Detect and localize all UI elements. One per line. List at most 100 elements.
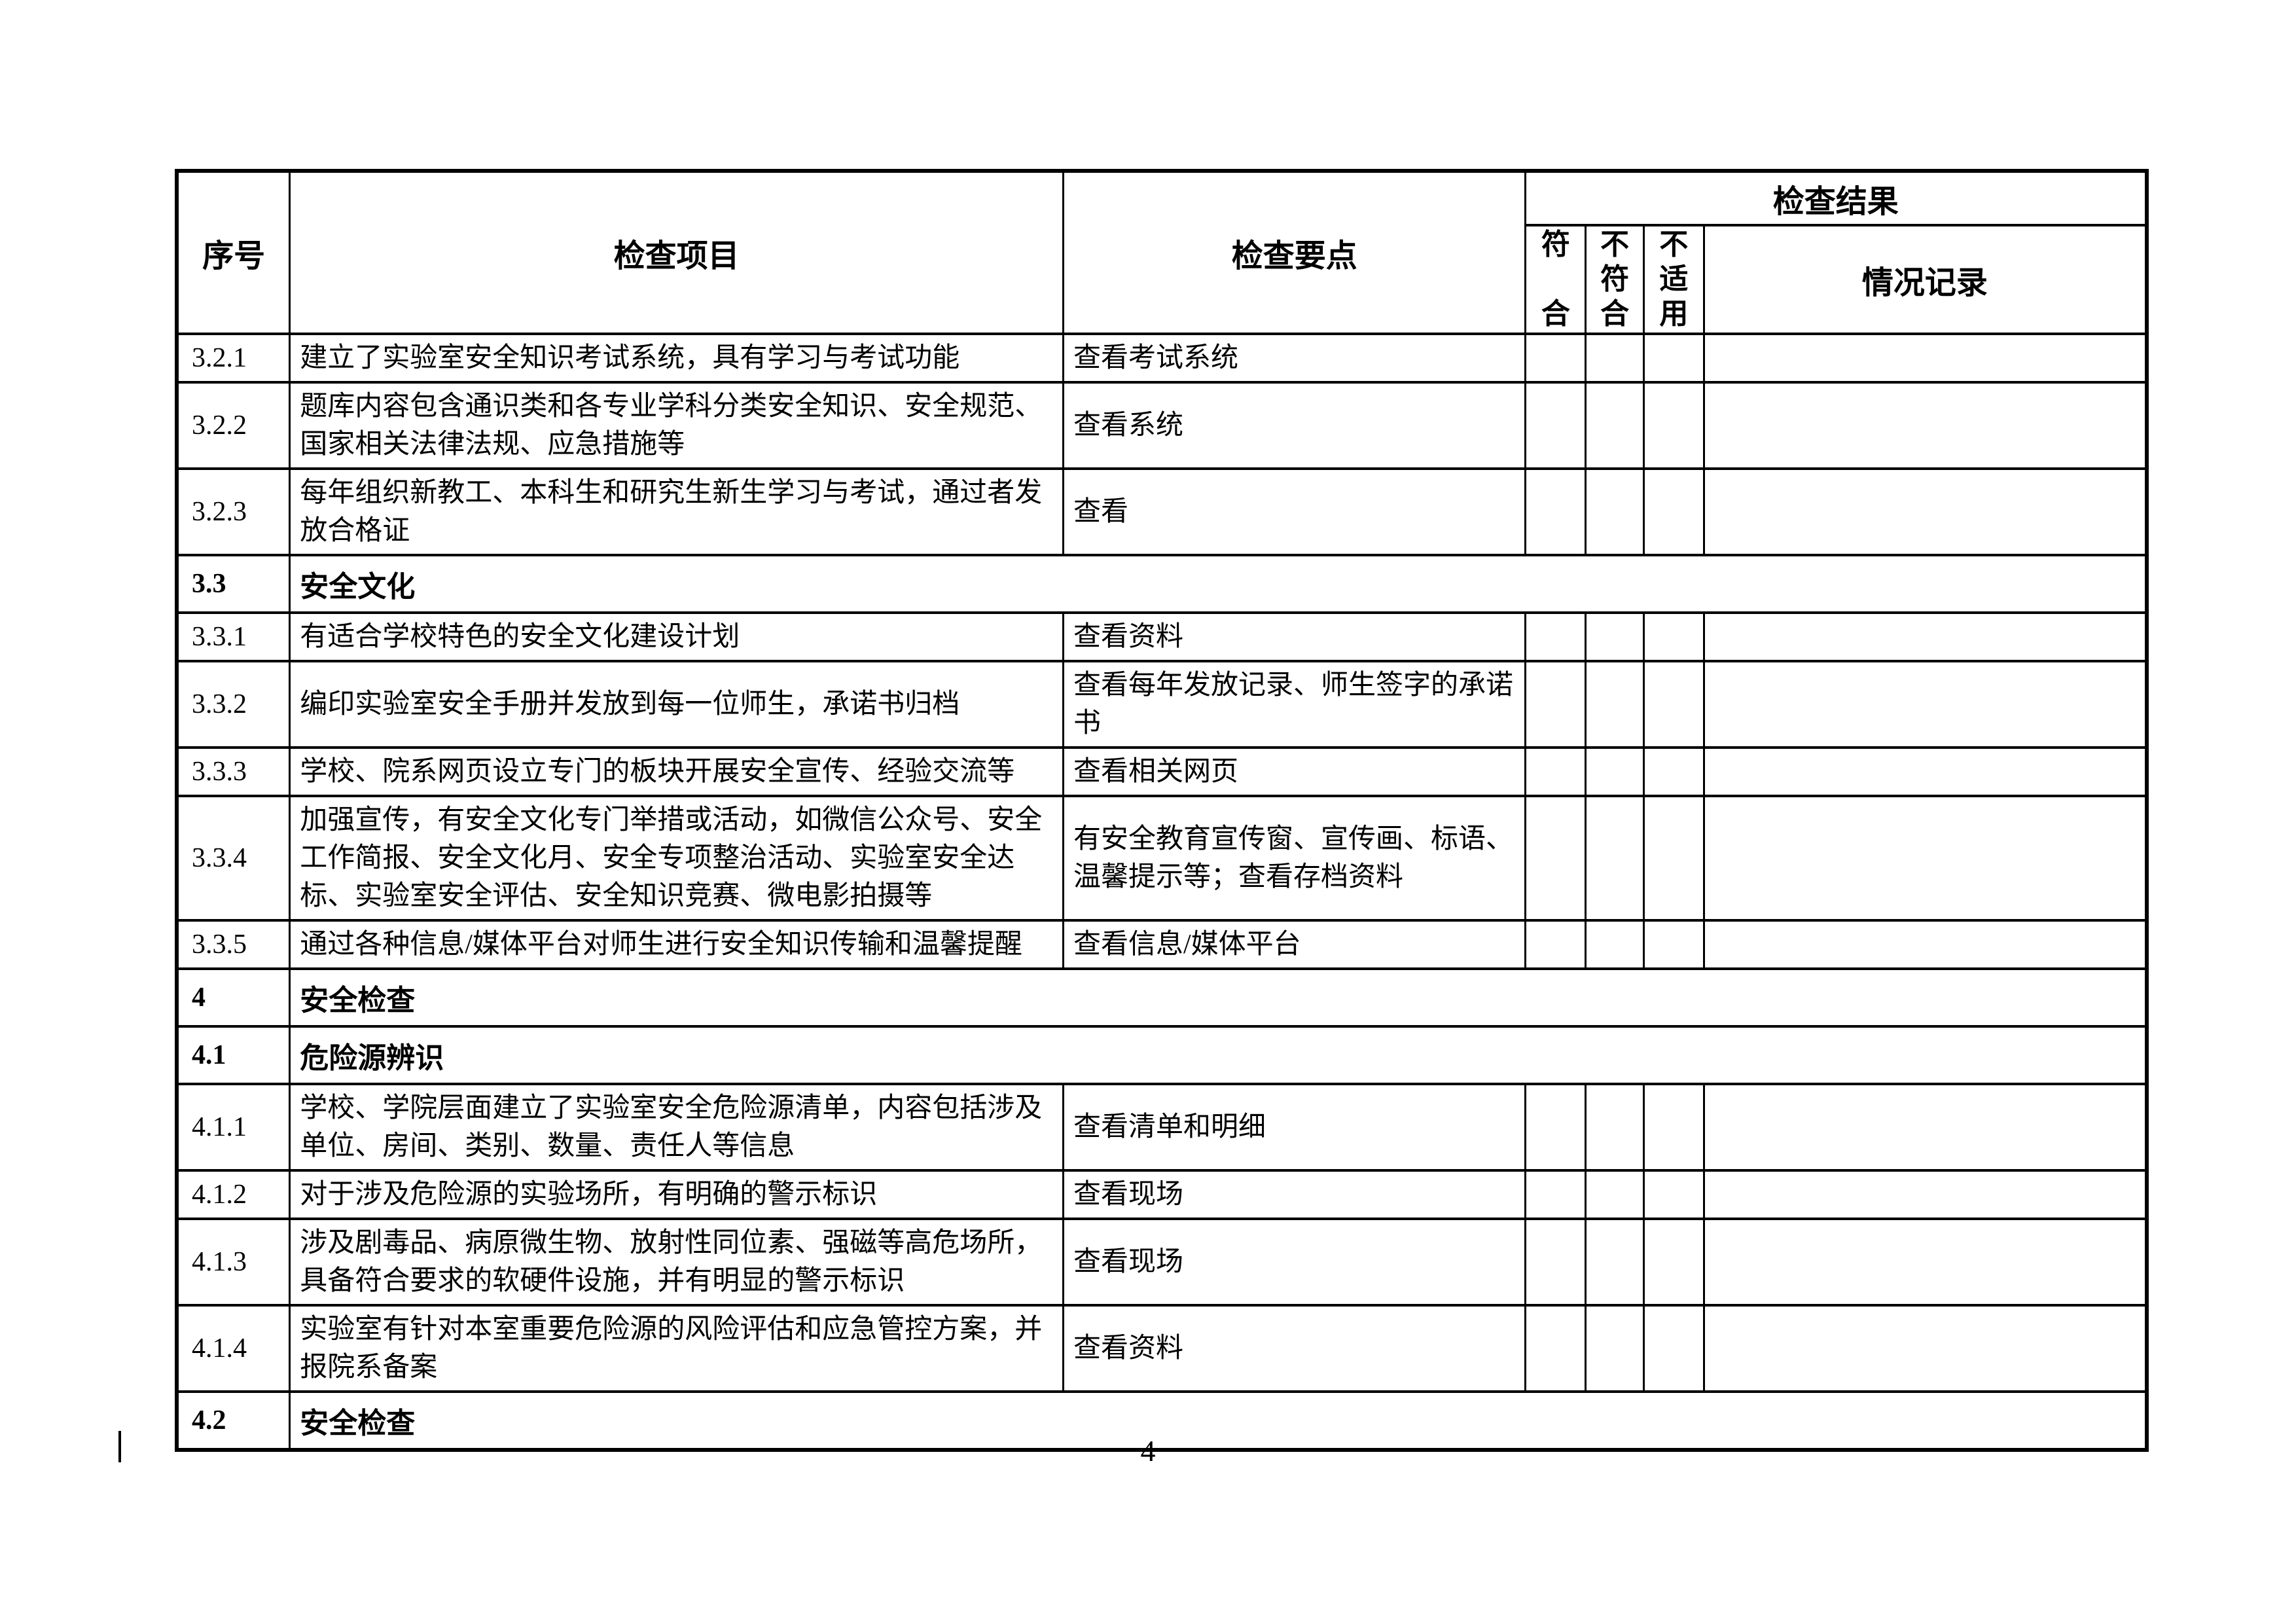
cell-result-fail [1585,1083,1645,1172]
cell-inspection-item: 每年组织新教工、本科生和研究生新生学习与考试，通过者发放合格证 [289,467,1064,556]
section-row: 4.2 安全检查 [175,1390,2148,1451]
column-header-item: 检查项目 [289,170,1064,335]
cell-result-na [1643,1169,1705,1220]
cell-result-fail [1585,795,1645,922]
item-row: 4.1.1 学校、学院层面建立了实验室安全危险源清单，内容包括涉及单位、房间、类别… [175,1083,2148,1172]
cell-situation-record [1702,746,2148,797]
cell-result-pass [1524,381,1587,470]
column-header-result: 检查结果 [1524,170,2148,226]
cell-result-na [1643,919,1705,970]
cell-seq-number: 3.2.2 [175,381,291,470]
cell-seq-number: 3.3.5 [175,919,291,970]
fail-label: 不符合 [1600,228,1630,330]
cell-inspection-point: 查看相关网页 [1062,746,1527,797]
cell-inspection-item: 涉及剧毒品、病原微生物、放射性同位素、强磁等高危场所，具备符合要求的软硬件设施，… [289,1218,1064,1307]
inspection-checklist-table: 序号 检查项目 检查要点 检查结果 符合 不符合 不适用 情况记录 3.2.1 建… [175,169,2149,1452]
item-row: 3.3.5 通过各种信息/媒体平台对师生进行安全知识传输和温馨提醒 查看信息/媒体平… [175,919,2148,970]
table-body: 3.2.1 建立了实验室安全知识考试系统，具有学习与考试功能 查看考试系统 3.2.2… [175,333,2148,1451]
item-row: 4.1.2 对于涉及危险源的实验场所，有明确的警示标识 查看现场 [175,1169,2148,1220]
cell-inspection-point: 查看信息/媒体平台 [1062,919,1527,970]
section-row: 4.1 危险源辨识 [175,1025,2148,1085]
cell-inspection-point: 查看 [1062,467,1527,556]
cell-result-fail [1585,333,1645,384]
cell-result-fail [1585,919,1645,970]
item-row: 3.2.3 每年组织新教工、本科生和研究生新生学习与考试，通过者发放合格证 查看 [175,467,2148,556]
cell-result-na [1643,795,1705,922]
cell-section-title: 安全检查 [289,1390,2148,1451]
cell-seq-number: 4.1 [175,1025,291,1085]
cell-result-pass [1524,660,1587,749]
cell-inspection-item: 建立了实验室安全知识考试系统，具有学习与考试功能 [289,333,1064,384]
item-row: 3.3.3 学校、院系网页设立专门的板块开展安全宣传、经验交流等 查看相关网页 [175,746,2148,797]
cell-inspection-item: 编印实验室安全手册并发放到每一位师生，承诺书归档 [289,660,1064,749]
cell-result-fail [1585,611,1645,662]
cell-inspection-item: 对于涉及危险源的实验场所，有明确的警示标识 [289,1169,1064,1220]
cell-seq-number: 4 [175,967,291,1028]
cell-result-pass [1524,795,1587,922]
cell-result-na [1643,1218,1705,1307]
cell-inspection-point: 查看资料 [1062,1304,1527,1393]
item-row: 3.2.2 题库内容包含通识类和各专业学科分类安全知识、安全规范、国家相关法律法规… [175,381,2148,470]
cell-result-pass [1524,1083,1587,1172]
item-row: 3.2.1 建立了实验室安全知识考试系统，具有学习与考试功能 查看考试系统 [175,333,2148,384]
cell-inspection-item: 加强宣传，有安全文化专门举措或活动，如微信公众号、安全工作简报、安全文化月、安全… [289,795,1064,922]
cell-seq-number: 3.3.1 [175,611,291,662]
cell-inspection-item: 题库内容包含通识类和各专业学科分类安全知识、安全规范、国家相关法律法规、应急措施… [289,381,1064,470]
column-header-na: 不适用 [1643,224,1705,335]
cell-seq-number: 4.2 [175,1390,291,1451]
cell-inspection-point: 查看每年发放记录、师生签字的承诺书 [1062,660,1527,749]
cell-inspection-point: 查看现场 [1062,1218,1527,1307]
cell-result-pass [1524,1304,1587,1393]
cell-result-pass [1524,333,1587,384]
item-row: 4.1.4 实验室有针对本室重要危险源的风险评估和应急管控方案，并报院系备案 查看资… [175,1304,2148,1393]
column-header-fail: 不符合 [1585,224,1645,335]
cell-situation-record [1702,1083,2148,1172]
item-row: 3.3.2 编印实验室安全手册并发放到每一位师生，承诺书归档 查看每年发放记录、师生… [175,660,2148,749]
cell-seq-number: 3.2.3 [175,467,291,556]
cell-result-fail [1585,1304,1645,1393]
cell-seq-number: 3.2.1 [175,333,291,384]
cell-seq-number: 4.1.4 [175,1304,291,1393]
cell-inspection-item: 有适合学校特色的安全文化建设计划 [289,611,1064,662]
pass-label: 符合 [1541,228,1570,330]
cell-seq-number: 4.1.3 [175,1218,291,1307]
cell-situation-record [1702,795,2148,922]
cell-inspection-item: 学校、院系网页设立专门的板块开展安全宣传、经验交流等 [289,746,1064,797]
column-header-point: 检查要点 [1062,170,1527,335]
cell-situation-record [1702,381,2148,470]
cell-result-pass [1524,746,1587,797]
cell-result-na [1643,1304,1705,1393]
cell-result-fail [1585,1218,1645,1307]
cell-seq-number: 3.3.2 [175,660,291,749]
cell-situation-record [1702,467,2148,556]
header-row-1: 序号 检查项目 检查要点 检查结果 [175,170,2148,335]
cell-seq-number: 4.1.2 [175,1169,291,1220]
na-label: 不适用 [1659,228,1689,330]
revision-change-bar-mark [118,1431,121,1462]
cell-situation-record [1702,333,2148,384]
cell-inspection-point: 查看资料 [1062,611,1527,662]
cell-result-fail [1585,746,1645,797]
cell-result-pass [1524,467,1587,556]
cell-inspection-point: 查看系统 [1062,381,1527,470]
cell-situation-record [1702,919,2148,970]
column-header-pass: 符合 [1524,224,1587,335]
cell-result-pass [1524,1169,1587,1220]
cell-seq-number: 3.3.4 [175,795,291,922]
cell-seq-number: 3.3.3 [175,746,291,797]
cell-result-na [1643,611,1705,662]
cell-result-pass [1524,1218,1587,1307]
cell-situation-record [1702,1218,2148,1307]
cell-result-fail [1585,381,1645,470]
cell-result-na [1643,381,1705,470]
cell-inspection-item: 实验室有针对本室重要危险源的风险评估和应急管控方案，并报院系备案 [289,1304,1064,1393]
cell-section-title: 安全文化 [289,554,2148,614]
item-row: 4.1.3 涉及剧毒品、病原微生物、放射性同位素、强磁等高危场所，具备符合要求的软… [175,1218,2148,1307]
cell-result-pass [1524,919,1587,970]
cell-result-na [1643,1083,1705,1172]
cell-inspection-item: 通过各种信息/媒体平台对师生进行安全知识传输和温馨提醒 [289,919,1064,970]
item-row: 3.3.4 加强宣传，有安全文化专门举措或活动，如微信公众号、安全工作简报、安全文… [175,795,2148,922]
cell-section-title: 危险源辨识 [289,1025,2148,1085]
cell-seq-number: 3.3 [175,554,291,614]
